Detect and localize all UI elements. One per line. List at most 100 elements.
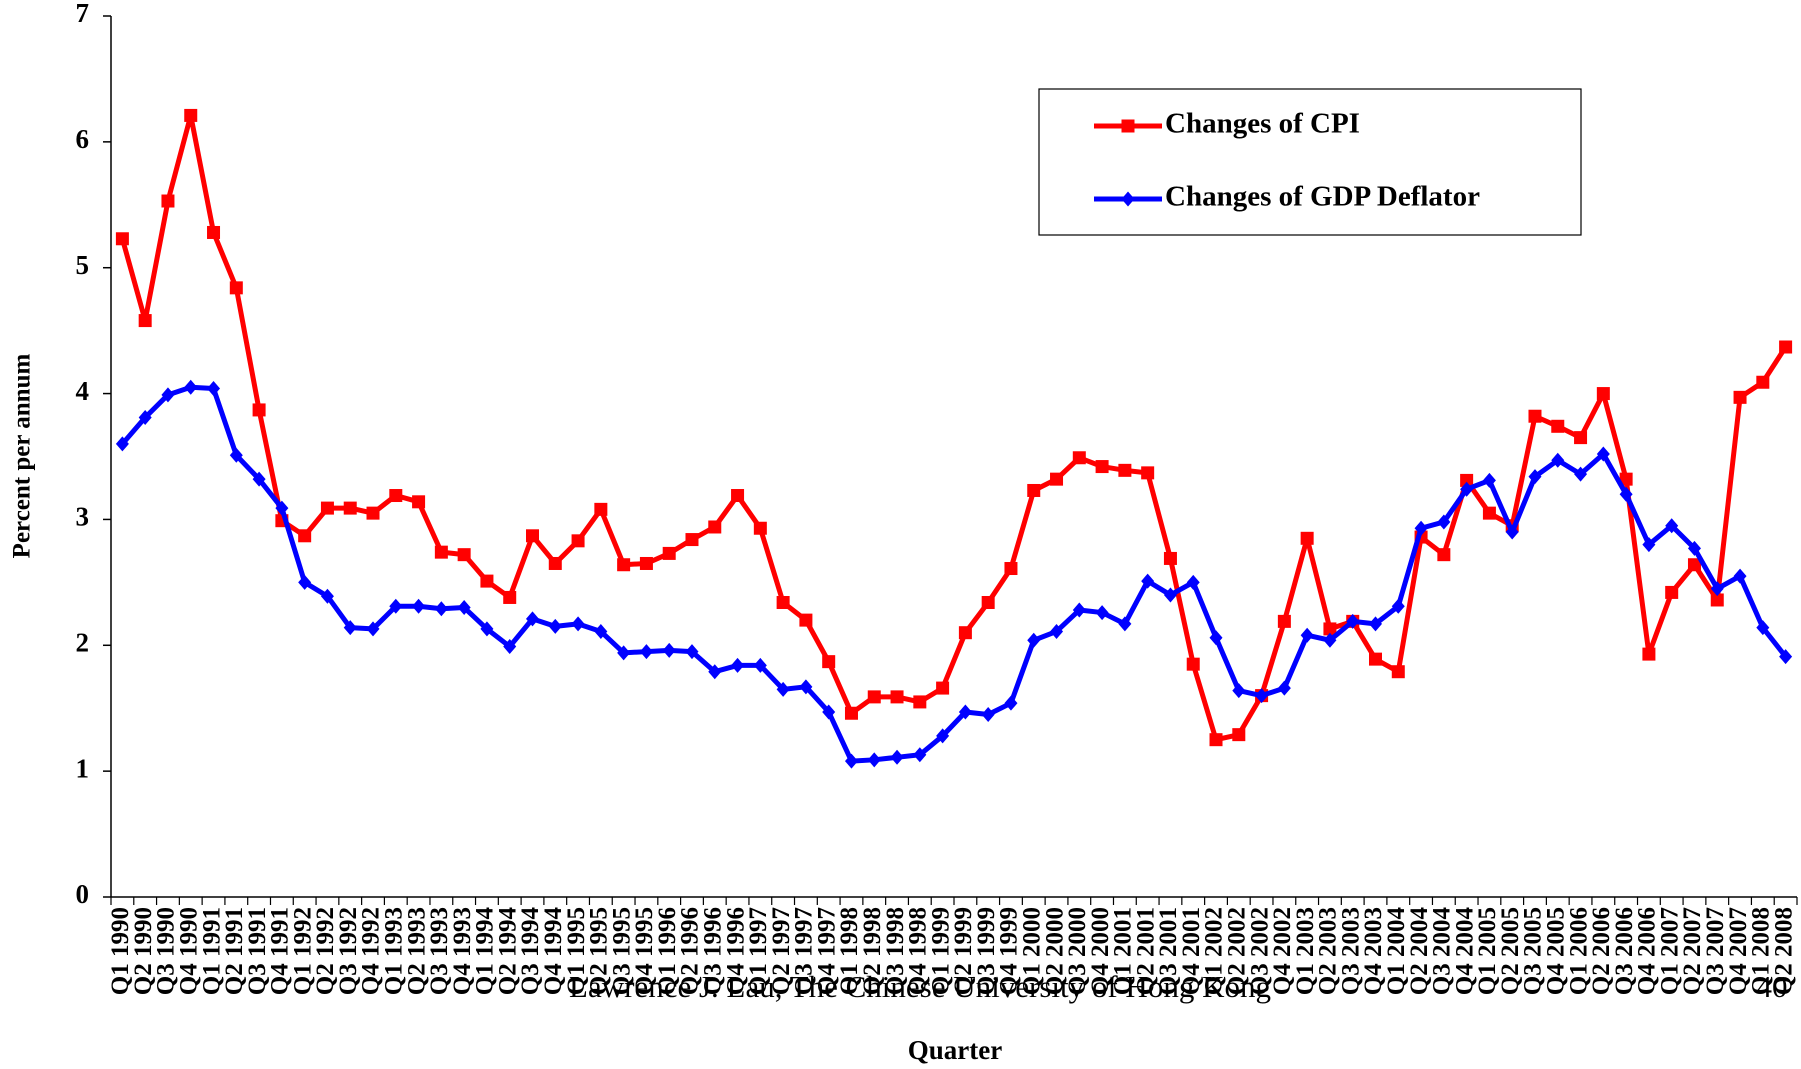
point-marker: [571, 616, 585, 632]
point-marker: [1391, 598, 1405, 614]
legend-marker: [1121, 119, 1135, 133]
x-tick-label: Q1 1999: [927, 907, 954, 995]
x-tick-label: Q2 2007: [1679, 907, 1706, 995]
point-marker: [1779, 340, 1793, 354]
point-marker: [207, 225, 221, 239]
point-marker: [343, 620, 357, 636]
point-marker: [1437, 514, 1451, 530]
point-marker: [320, 588, 334, 604]
point-marker: [115, 232, 129, 246]
point-marker: [662, 642, 676, 658]
point-marker: [1004, 695, 1018, 711]
legend-box: [1038, 88, 1582, 236]
x-tick-label: Q1 1993: [381, 907, 408, 995]
x-tick-label: Q4 2001: [1178, 907, 1205, 995]
point-marker: [1733, 390, 1747, 404]
point-marker: [1255, 688, 1269, 704]
point-marker: [936, 681, 950, 695]
point-marker: [1209, 733, 1223, 747]
x-tick-label: Q4 1991: [267, 907, 294, 995]
point-marker: [298, 529, 312, 543]
x-tick-label: Q3 2002: [1246, 907, 1273, 995]
point-marker: [1050, 623, 1064, 639]
point-marker: [161, 194, 175, 208]
x-tick-label: Q2 1995: [586, 907, 613, 995]
x-tick-label: Q4 1999: [996, 907, 1023, 995]
x-tick-label: Q4 2004: [1451, 907, 1478, 996]
x-tick-label: Q3 2000: [1064, 907, 1091, 995]
x-tick-label: Q3 1995: [608, 907, 635, 995]
point-marker: [1072, 451, 1086, 465]
y-tick-label: 1: [76, 753, 90, 783]
x-tick-label: Q2 1990: [130, 907, 157, 995]
point-marker: [776, 595, 790, 609]
x-tick-label: Q2 1997: [768, 907, 795, 995]
x-tick-label: Q2 2003: [1315, 907, 1342, 995]
point-marker: [1779, 649, 1793, 665]
x-tick-label: Q4 2005: [1543, 907, 1570, 995]
y-tick-label: 6: [76, 124, 90, 154]
point-marker: [1209, 630, 1223, 646]
point-marker: [457, 548, 471, 562]
point-marker: [1050, 472, 1064, 486]
point-marker: [1642, 647, 1656, 661]
point-marker: [1163, 587, 1177, 603]
point-marker: [457, 600, 471, 616]
point-marker: [1369, 616, 1382, 632]
x-tick-label: Q4 2007: [1725, 907, 1752, 995]
x-tick-label: Q4 1993: [449, 907, 476, 995]
point-marker: [708, 520, 722, 534]
point-marker: [1414, 520, 1428, 536]
point-marker: [412, 495, 426, 509]
point-marker: [981, 595, 995, 609]
point-marker: [594, 502, 608, 516]
point-marker: [138, 314, 152, 328]
point-marker: [1460, 481, 1474, 497]
point-marker: [389, 598, 403, 614]
x-tick-label: Q1 1996: [654, 907, 681, 995]
point-marker: [1687, 540, 1701, 556]
point-marker: [731, 489, 745, 503]
point-marker: [343, 501, 357, 515]
point-marker: [1186, 657, 1200, 671]
x-tick-label: Q1 2000: [1018, 907, 1045, 995]
point-marker: [366, 506, 380, 520]
point-marker: [526, 611, 539, 627]
point-marker: [1027, 483, 1041, 497]
x-tick-label: Q3 1997: [791, 907, 818, 995]
point-marker: [1300, 531, 1314, 545]
x-tick-label: Q3 2005: [1520, 907, 1547, 995]
point-marker: [913, 747, 927, 763]
point-marker: [867, 752, 881, 768]
x-tick-label: Q3 2007: [1702, 907, 1729, 995]
point-marker: [1596, 387, 1610, 401]
x-tick-label: Q3 1993: [426, 907, 453, 995]
point-marker: [229, 281, 243, 295]
x-tick-label: Q4 1994: [540, 907, 567, 996]
x-tick-label: Q3 2006: [1611, 907, 1638, 995]
x-tick-label: Q3 2003: [1337, 907, 1364, 995]
point-marker: [799, 613, 813, 627]
x-tick-label: Q3 2004: [1429, 907, 1456, 996]
point-marker: [1665, 585, 1679, 599]
point-marker: [1528, 469, 1542, 485]
point-marker: [1369, 652, 1382, 666]
point-marker: [1186, 574, 1200, 590]
x-tick-label: Q2 1994: [494, 907, 521, 996]
point-marker: [480, 574, 494, 588]
point-marker: [1460, 473, 1474, 487]
point-marker: [685, 644, 699, 660]
point-marker: [480, 621, 494, 637]
point-marker: [1505, 524, 1519, 540]
point-marker: [229, 447, 243, 463]
point-marker: [503, 590, 517, 604]
x-tick-label: Q1 1990: [107, 907, 134, 995]
point-marker: [1710, 581, 1724, 597]
x-tick-label: Q4 1997: [813, 907, 840, 995]
point-marker: [138, 409, 152, 425]
x-tick-label: Q3 1998: [882, 907, 909, 995]
point-marker: [799, 679, 813, 695]
point-marker: [1437, 548, 1451, 562]
point-marker: [844, 753, 858, 769]
